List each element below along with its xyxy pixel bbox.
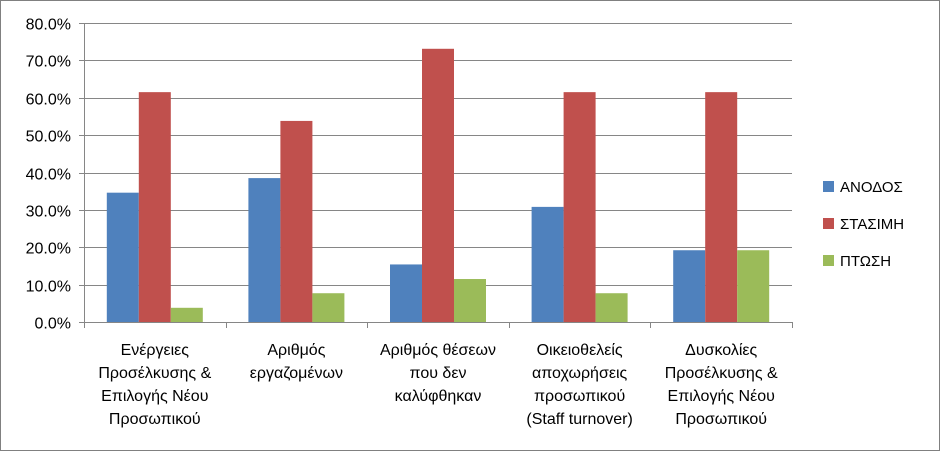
x-category-label: Αριθμός <box>267 342 325 359</box>
x-category-label: Αριθμός θέσεων <box>380 342 496 359</box>
bar-ΣΤΑΣΙΜΗ-2 <box>422 48 454 322</box>
y-tick-label: 80.0% <box>26 17 71 34</box>
legend: ΑΝΟΔΟΣ ΣΤΑΣΙΜΗ ΠΤΩΣΗ <box>823 179 904 270</box>
bar-ΠΤΩΣΗ-3 <box>595 293 628 322</box>
bar-ΠΤΩΣΗ-2 <box>454 279 486 322</box>
x-category-label: Επιλογής Νέου <box>668 388 775 405</box>
bars <box>106 48 770 322</box>
legend-swatch <box>823 181 834 192</box>
y-tick-label: 20.0% <box>26 241 71 258</box>
x-axis-labels: Ενέργειες Προσέλκυσης & Επιλογής Νέου Προσω… <box>98 342 778 428</box>
x-category-label: Ενέργειες <box>121 342 190 359</box>
bar-ΑΝΟΔΟΣ-3 <box>531 206 564 322</box>
y-tick-label: 60.0% <box>26 92 71 109</box>
bar-ΣΤΑΣΙΜΗ-3 <box>563 92 596 322</box>
bar-ΑΝΟΔΟΣ-1 <box>248 178 281 322</box>
legend-swatch <box>823 218 834 229</box>
x-category-label: (Staff turnover) <box>526 411 632 428</box>
bar-ΑΝΟΔΟΣ-4 <box>673 250 706 322</box>
legend-label: ΠΤΩΣΗ <box>840 253 891 270</box>
bar-ΠΤΩΣΗ-1 <box>312 293 345 322</box>
y-tick-label: 70.0% <box>26 54 71 71</box>
bar-ΑΝΟΔΟΣ-2 <box>390 264 422 322</box>
x-category-label: Επιλογής Νέου <box>101 388 208 405</box>
x-category-label: Δυσκολίες <box>685 342 757 359</box>
x-category-label: Οικειοθελείς <box>537 342 623 359</box>
x-category-label: καλύφθηκαν <box>395 388 482 405</box>
bar-ΠΤΩΣΗ-0 <box>170 307 203 322</box>
x-category-label: Προσωπικού <box>675 411 767 428</box>
y-tick-label: 50.0% <box>26 129 71 146</box>
legend-label: ΣΤΑΣΙΜΗ <box>840 216 904 233</box>
legend-label: ΑΝΟΔΟΣ <box>840 179 903 196</box>
bar-ΣΤΑΣΙΜΗ-4 <box>705 92 738 322</box>
x-category-label: Προσέλκυσης & <box>665 365 778 382</box>
x-category-label: Προσωπικού <box>109 411 201 428</box>
y-tick-label: 40.0% <box>26 167 71 184</box>
x-category-label: που δεν <box>410 365 467 382</box>
y-tick-label: 0.0% <box>35 316 71 333</box>
x-category-label: αποχωρήσεις <box>532 365 628 382</box>
y-tick-label: 30.0% <box>26 204 71 221</box>
bar-ΣΤΑΣΙΜΗ-1 <box>280 120 313 322</box>
y-axis-ticks: 0.0% 10.0% 20.0% 30.0% 40.0% 50.0% 60.0% 70.0% 8… <box>26 17 84 333</box>
bar-ΑΝΟΔΟΣ-0 <box>106 192 139 322</box>
x-category-label: εργαζομένων <box>250 365 343 382</box>
x-category-label: Προσέλκυσης & <box>98 365 211 382</box>
legend-swatch <box>823 255 834 266</box>
axes <box>84 23 793 328</box>
y-tick-label: 10.0% <box>26 279 71 296</box>
bar-ΣΤΑΣΙΜΗ-0 <box>138 92 171 322</box>
bar-ΠΤΩΣΗ-4 <box>737 250 770 322</box>
x-category-label: προσωπικού <box>534 388 625 405</box>
